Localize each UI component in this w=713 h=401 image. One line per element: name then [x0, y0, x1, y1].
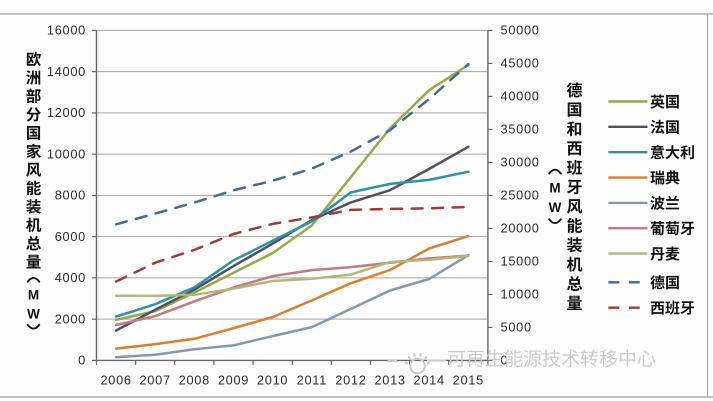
svg-text:W: W: [549, 200, 562, 215]
svg-text:8000: 8000: [55, 188, 86, 203]
svg-text:14000: 14000: [47, 64, 86, 79]
svg-text:45000: 45000: [501, 56, 540, 71]
svg-text:2015: 2015: [453, 373, 484, 388]
svg-text:M: M: [28, 288, 39, 303]
svg-text:10000: 10000: [47, 146, 86, 161]
svg-text:25000: 25000: [501, 188, 540, 203]
svg-text:15000: 15000: [501, 254, 540, 269]
svg-text:2008: 2008: [179, 373, 210, 388]
svg-text:2009: 2009: [218, 373, 249, 388]
svg-text:20000: 20000: [501, 221, 540, 236]
svg-text:0: 0: [501, 353, 509, 368]
svg-text:2010: 2010: [257, 373, 288, 388]
svg-text:0: 0: [78, 353, 86, 368]
svg-text:30000: 30000: [501, 155, 540, 170]
svg-text:4000: 4000: [55, 270, 86, 285]
svg-text:2014: 2014: [414, 373, 445, 388]
svg-text:2011: 2011: [297, 373, 327, 388]
svg-text:5000: 5000: [501, 320, 532, 335]
svg-text:M: M: [549, 180, 560, 195]
svg-text:6000: 6000: [55, 229, 86, 244]
svg-text:W: W: [27, 307, 40, 322]
svg-text:50000: 50000: [501, 23, 540, 38]
svg-text:2007: 2007: [140, 373, 171, 388]
svg-text:16000: 16000: [47, 23, 86, 38]
svg-text:2013: 2013: [374, 373, 405, 388]
svg-text:2000: 2000: [55, 311, 86, 326]
svg-text:2012: 2012: [335, 373, 366, 388]
svg-text:2006: 2006: [100, 373, 131, 388]
svg-text:40000: 40000: [501, 89, 540, 104]
svg-text:10000: 10000: [501, 287, 540, 302]
svg-text:12000: 12000: [47, 105, 86, 120]
svg-text:35000: 35000: [501, 122, 540, 137]
